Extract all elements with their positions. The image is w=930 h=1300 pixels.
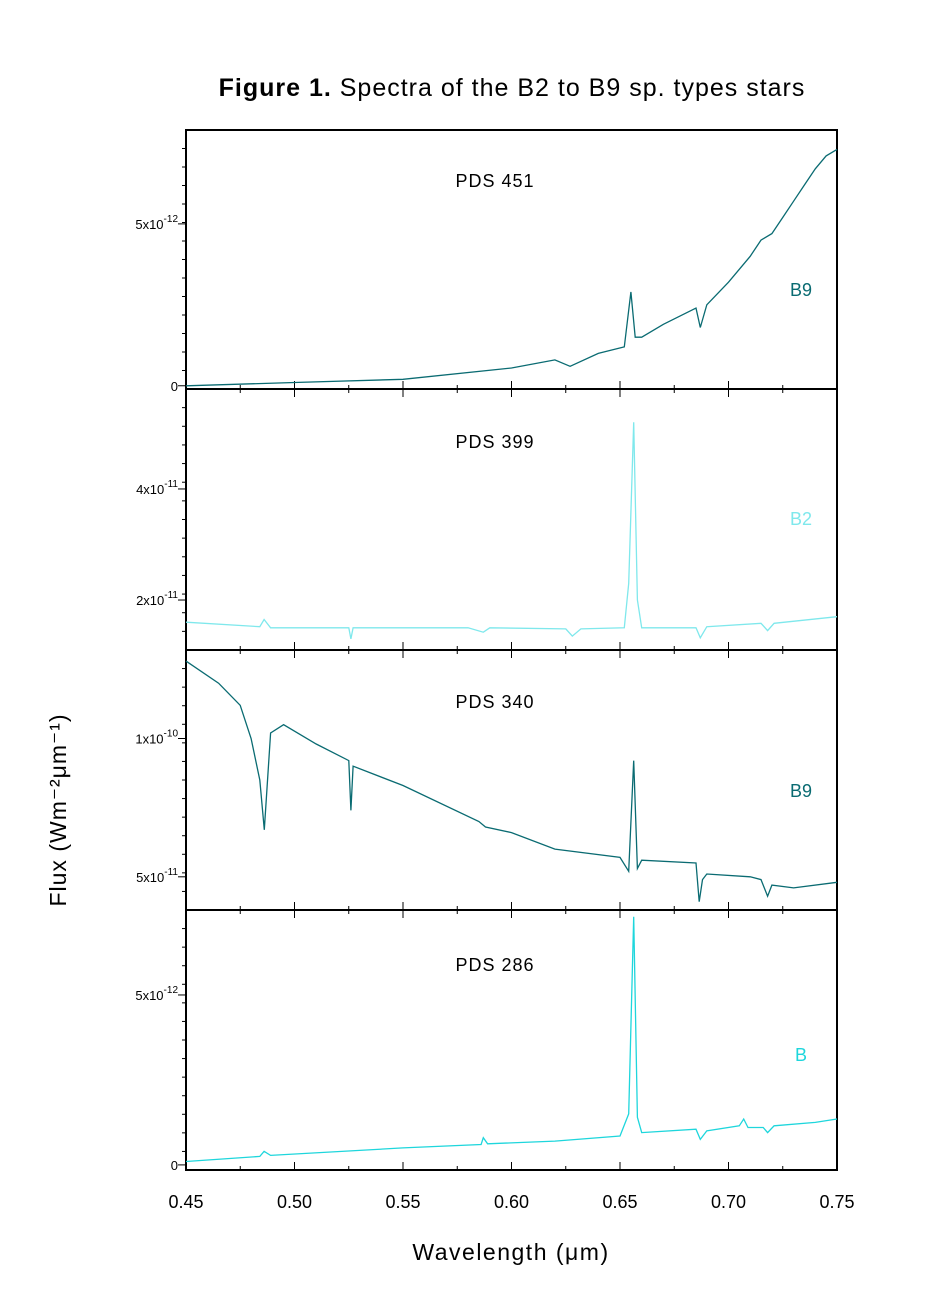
y-tick-label: 2x10-11 [136,590,178,608]
spectral-type: B [795,1045,807,1065]
panel-2: 2x10-11 4x10-11 PDS 399 B2 [136,388,838,651]
x-tick-label: 0.70 [711,1192,746,1212]
y-tick-label: 4x10-11 [136,479,178,497]
x-tick-label: 0.65 [602,1192,637,1212]
x-axis: 0.45 0.50 0.55 0.60 0.65 0.70 0.75 [168,1192,854,1212]
figure-title-text: Spectra of the B2 to B9 sp. types stars [332,74,806,102]
panel-3: 5x10-11 1x10-10 PDS 340 B9 [135,649,838,911]
spectrum-line [185,660,838,902]
spectrum-line [185,148,838,387]
panel-frame [185,909,838,1171]
x-tick-label: 0.75 [819,1192,854,1212]
panel-1: 0 5x10-12 PDS 451 B9 [135,129,838,394]
spectral-type: B2 [790,509,812,529]
y-tick-label: 5x10-12 [135,214,178,232]
x-axis-label: Wavelength (μm) [412,1239,609,1265]
y-tick-label: 1x10-10 [135,729,178,747]
figure-title: Figure 1. Spectra of the B2 to B9 sp. ty… [219,74,806,102]
panel-frame [185,649,838,911]
spectrum-line [185,916,838,1163]
panel-frame [185,129,838,390]
y-tick-label: 0 [171,379,178,394]
star-name: PDS 451 [455,171,534,191]
panel-frame [185,388,838,651]
spectral-type: B9 [790,280,812,300]
y-tick-label: 5x10-11 [136,867,178,885]
x-tick-label: 0.60 [494,1192,529,1212]
x-tick-label: 0.55 [385,1192,420,1212]
x-tick-label: 0.45 [168,1192,203,1212]
spectrum-line [185,422,838,640]
figure-title-label: Figure 1. [219,74,332,102]
spectral-type: B9 [790,781,812,801]
panel-4: 0 5x10-12 PDS 286 B [135,909,838,1173]
y-tick-label: 0 [171,1158,178,1173]
y-tick-label: 5x10-12 [135,985,178,1003]
star-name: PDS 399 [455,432,534,452]
y-axis-label: Flux (Wm⁻²μm⁻¹) [45,713,71,906]
star-name: PDS 340 [455,692,534,712]
x-tick-label: 0.50 [277,1192,312,1212]
star-name: PDS 286 [455,955,534,975]
